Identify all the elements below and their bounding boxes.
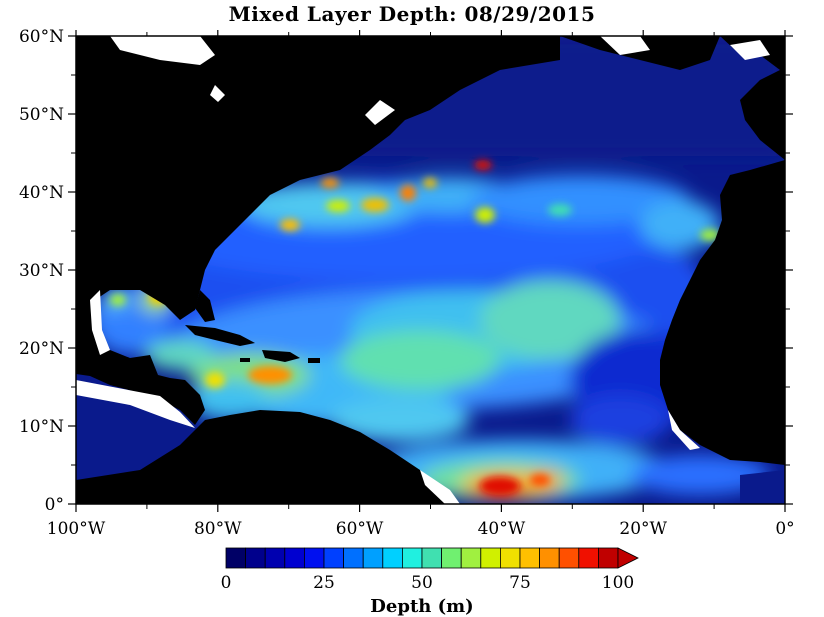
depth-hotspots: [110, 160, 720, 495]
colorbar-swatch: [323, 547, 345, 569]
y-tick-label: 50°N: [19, 105, 64, 125]
colorbar-tick-label: 50: [411, 573, 433, 593]
map-title: Mixed Layer Depth: 08/29/2015: [228, 2, 596, 26]
colorbar-swatch: [382, 547, 403, 569]
colorbar-swatch: [460, 547, 482, 569]
colorbar-swatch: [401, 547, 423, 569]
colorbar-swatch: [225, 547, 247, 569]
x-tick-label: 40°W: [478, 519, 526, 539]
colorbar-swatch: [499, 547, 521, 569]
y-tick-label: 40°N: [19, 183, 64, 203]
x-axis: 100°W 80°W 60°W 40°W 20°W 0°: [47, 30, 795, 539]
x-tick-label: 100°W: [47, 519, 106, 539]
colorbar-swatch: [480, 547, 501, 569]
land-masses: [76, 36, 785, 504]
x-tick-label: 20°W: [619, 519, 667, 539]
x-tick-label: 60°W: [336, 519, 384, 539]
x-tick-label: 80°W: [194, 519, 242, 539]
colorbar-swatch: [343, 547, 364, 569]
colorbar-swatch: [558, 547, 580, 569]
y-tick-label: 10°N: [19, 417, 64, 437]
colorbar-tick-label: 25: [313, 573, 335, 593]
no-data-coast: [76, 36, 770, 504]
colorbar: 0 25 50 75 100 Depth (m): [221, 547, 639, 617]
colorbar-swatch: [539, 547, 560, 569]
colorbar-swatch: [421, 547, 443, 569]
colorbar-swatch: [264, 547, 286, 569]
y-tick-label: 0°: [45, 495, 64, 515]
colorbar-swatch: [362, 547, 384, 569]
colorbar-tick-label: 0: [221, 573, 232, 593]
y-axis: 0° 10°N 20°N 30°N 40°N 50°N 60°N: [19, 27, 793, 515]
x-tick-label: 0°: [775, 519, 794, 539]
colorbar-swatch: [284, 547, 305, 569]
colorbar-swatch: [303, 547, 325, 569]
colorbar-label: Depth (m): [370, 596, 473, 617]
y-tick-label: 20°N: [19, 339, 64, 359]
colorbar-tick-label: 100: [602, 573, 634, 593]
y-tick-label: 30°N: [19, 261, 64, 281]
colorbar-swatch: [598, 547, 619, 569]
y-tick-label: 60°N: [19, 27, 64, 47]
colorbar-swatch: [245, 547, 266, 569]
colorbar-swatch: [441, 547, 462, 569]
colorbar-tick-label: 75: [509, 573, 531, 593]
colorbar-extend-arrow: [617, 547, 639, 569]
colorbar-swatch: [578, 547, 599, 569]
colorbar-swatch: [519, 547, 541, 569]
map-plot-area: [76, 36, 785, 504]
